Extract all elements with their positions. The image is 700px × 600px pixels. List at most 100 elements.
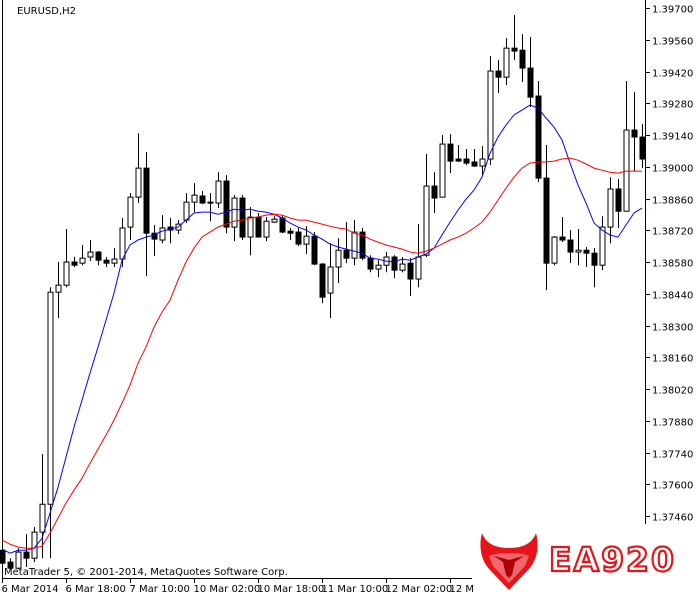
candle — [575, 229, 582, 266]
candle — [487, 56, 494, 166]
candle — [631, 92, 638, 172]
candle-body-bear — [343, 249, 350, 259]
candle-body-bear — [151, 232, 158, 240]
price-tick-label: 1.38580 — [652, 259, 693, 270]
price-axis: 1.39700 1.39560 1.39420 1.39280 1.39140 1.390… — [645, 5, 693, 524]
candle-body-bear — [631, 129, 638, 138]
candle — [615, 179, 622, 228]
candle — [439, 135, 446, 198]
candle-body-bear — [391, 256, 398, 271]
candle-body-bull — [135, 167, 142, 198]
candle — [135, 133, 142, 204]
candle — [63, 229, 70, 288]
moving-average-fast-line — [1, 104, 643, 554]
time-tick-label: 11 Mar 10:00 — [322, 584, 389, 595]
candle — [31, 527, 38, 563]
candle-body-bull — [63, 261, 70, 286]
price-tick-label: 1.38160 — [652, 354, 693, 365]
candle — [319, 263, 326, 304]
candle — [199, 191, 206, 205]
candle — [599, 216, 606, 271]
price-tick-label: 1.39700 — [652, 5, 693, 16]
candle — [207, 193, 214, 222]
time-axis: 6 Mar 2014 6 Mar 18:00 7 Mar 10:00 10 Mar 0… — [2, 578, 480, 595]
candle — [479, 146, 486, 176]
candle — [503, 38, 510, 86]
candle — [55, 262, 62, 319]
candle — [95, 251, 102, 266]
candle-body-bear — [311, 235, 318, 265]
candle — [463, 149, 470, 166]
candle — [407, 258, 414, 297]
candle-body-bull — [607, 188, 614, 228]
candle-body-bull — [55, 284, 62, 293]
candle — [191, 183, 198, 213]
candle-body-bear — [0, 549, 6, 564]
candles — [0, 15, 646, 571]
time-tick-label: 6 Mar 2014 — [2, 584, 59, 595]
candle — [471, 149, 478, 167]
candle-body-bull — [503, 47, 510, 78]
candle-body-bear — [591, 252, 598, 266]
candle-body-bull — [111, 258, 118, 264]
candle-body-bull — [479, 158, 486, 167]
bull-shield-icon — [480, 533, 538, 590]
candle-body-bull — [439, 143, 446, 198]
candle — [39, 454, 46, 559]
candle-body-bull — [351, 231, 358, 259]
time-tick-label: 6 Mar 18:00 — [66, 584, 126, 595]
candle — [327, 243, 334, 319]
price-tick-label: 1.39280 — [652, 100, 693, 111]
candle — [551, 236, 558, 266]
candle — [295, 227, 302, 247]
candle — [263, 217, 270, 242]
candle-body-bull — [303, 235, 310, 245]
candle-body-bear — [207, 201, 214, 204]
symbol-label: EURUSD,H2 — [17, 6, 76, 17]
candle-body-bull — [599, 226, 606, 266]
candle-body-bear — [95, 251, 102, 261]
candle-body-bear — [583, 249, 590, 254]
candle-body-bear — [639, 136, 646, 160]
candle-body-bear — [471, 161, 478, 167]
candle — [15, 548, 22, 570]
candle-body-bear — [287, 230, 294, 234]
price-tick-label: 1.39560 — [652, 37, 693, 48]
candle-body-bear — [535, 95, 542, 179]
candle — [351, 220, 358, 266]
candle-body-bear — [559, 236, 566, 241]
candle-body-bear — [519, 49, 526, 69]
candle — [87, 240, 94, 262]
candle-body-bull — [47, 291, 54, 505]
candle — [239, 195, 246, 241]
candle-body-bear — [199, 195, 206, 204]
candle-body-bull — [263, 220, 270, 238]
price-tick-label: 1.39420 — [652, 69, 693, 80]
candle-body-bear — [279, 217, 286, 233]
price-tick-label: 1.38860 — [652, 196, 693, 207]
candle-body-bear — [223, 180, 230, 228]
candle — [519, 34, 526, 83]
candle-body-bull — [231, 197, 238, 228]
candle — [143, 152, 150, 277]
candle — [431, 172, 438, 214]
candle-body-bull — [415, 256, 422, 280]
candle — [639, 124, 646, 169]
candle-body-bear — [567, 239, 574, 253]
time-tick-label: 12 Mar 02:00 — [386, 584, 453, 595]
candle-body-bull — [39, 503, 46, 533]
candle-body-bear — [407, 262, 414, 280]
candle-body-bull — [327, 266, 334, 294]
candle — [247, 207, 254, 256]
candle-body-bull — [191, 194, 198, 203]
candle-body-bear — [511, 47, 518, 52]
logo-text: EA920 — [549, 540, 676, 579]
copyright-text: MetaTrader 5, © 2001-2014, MetaQuotes So… — [4, 567, 288, 578]
candle — [559, 217, 566, 243]
candle-body-bull — [399, 263, 406, 271]
candle — [535, 81, 542, 183]
candle-body-bull — [215, 180, 222, 204]
candle-body-bull — [551, 236, 558, 264]
